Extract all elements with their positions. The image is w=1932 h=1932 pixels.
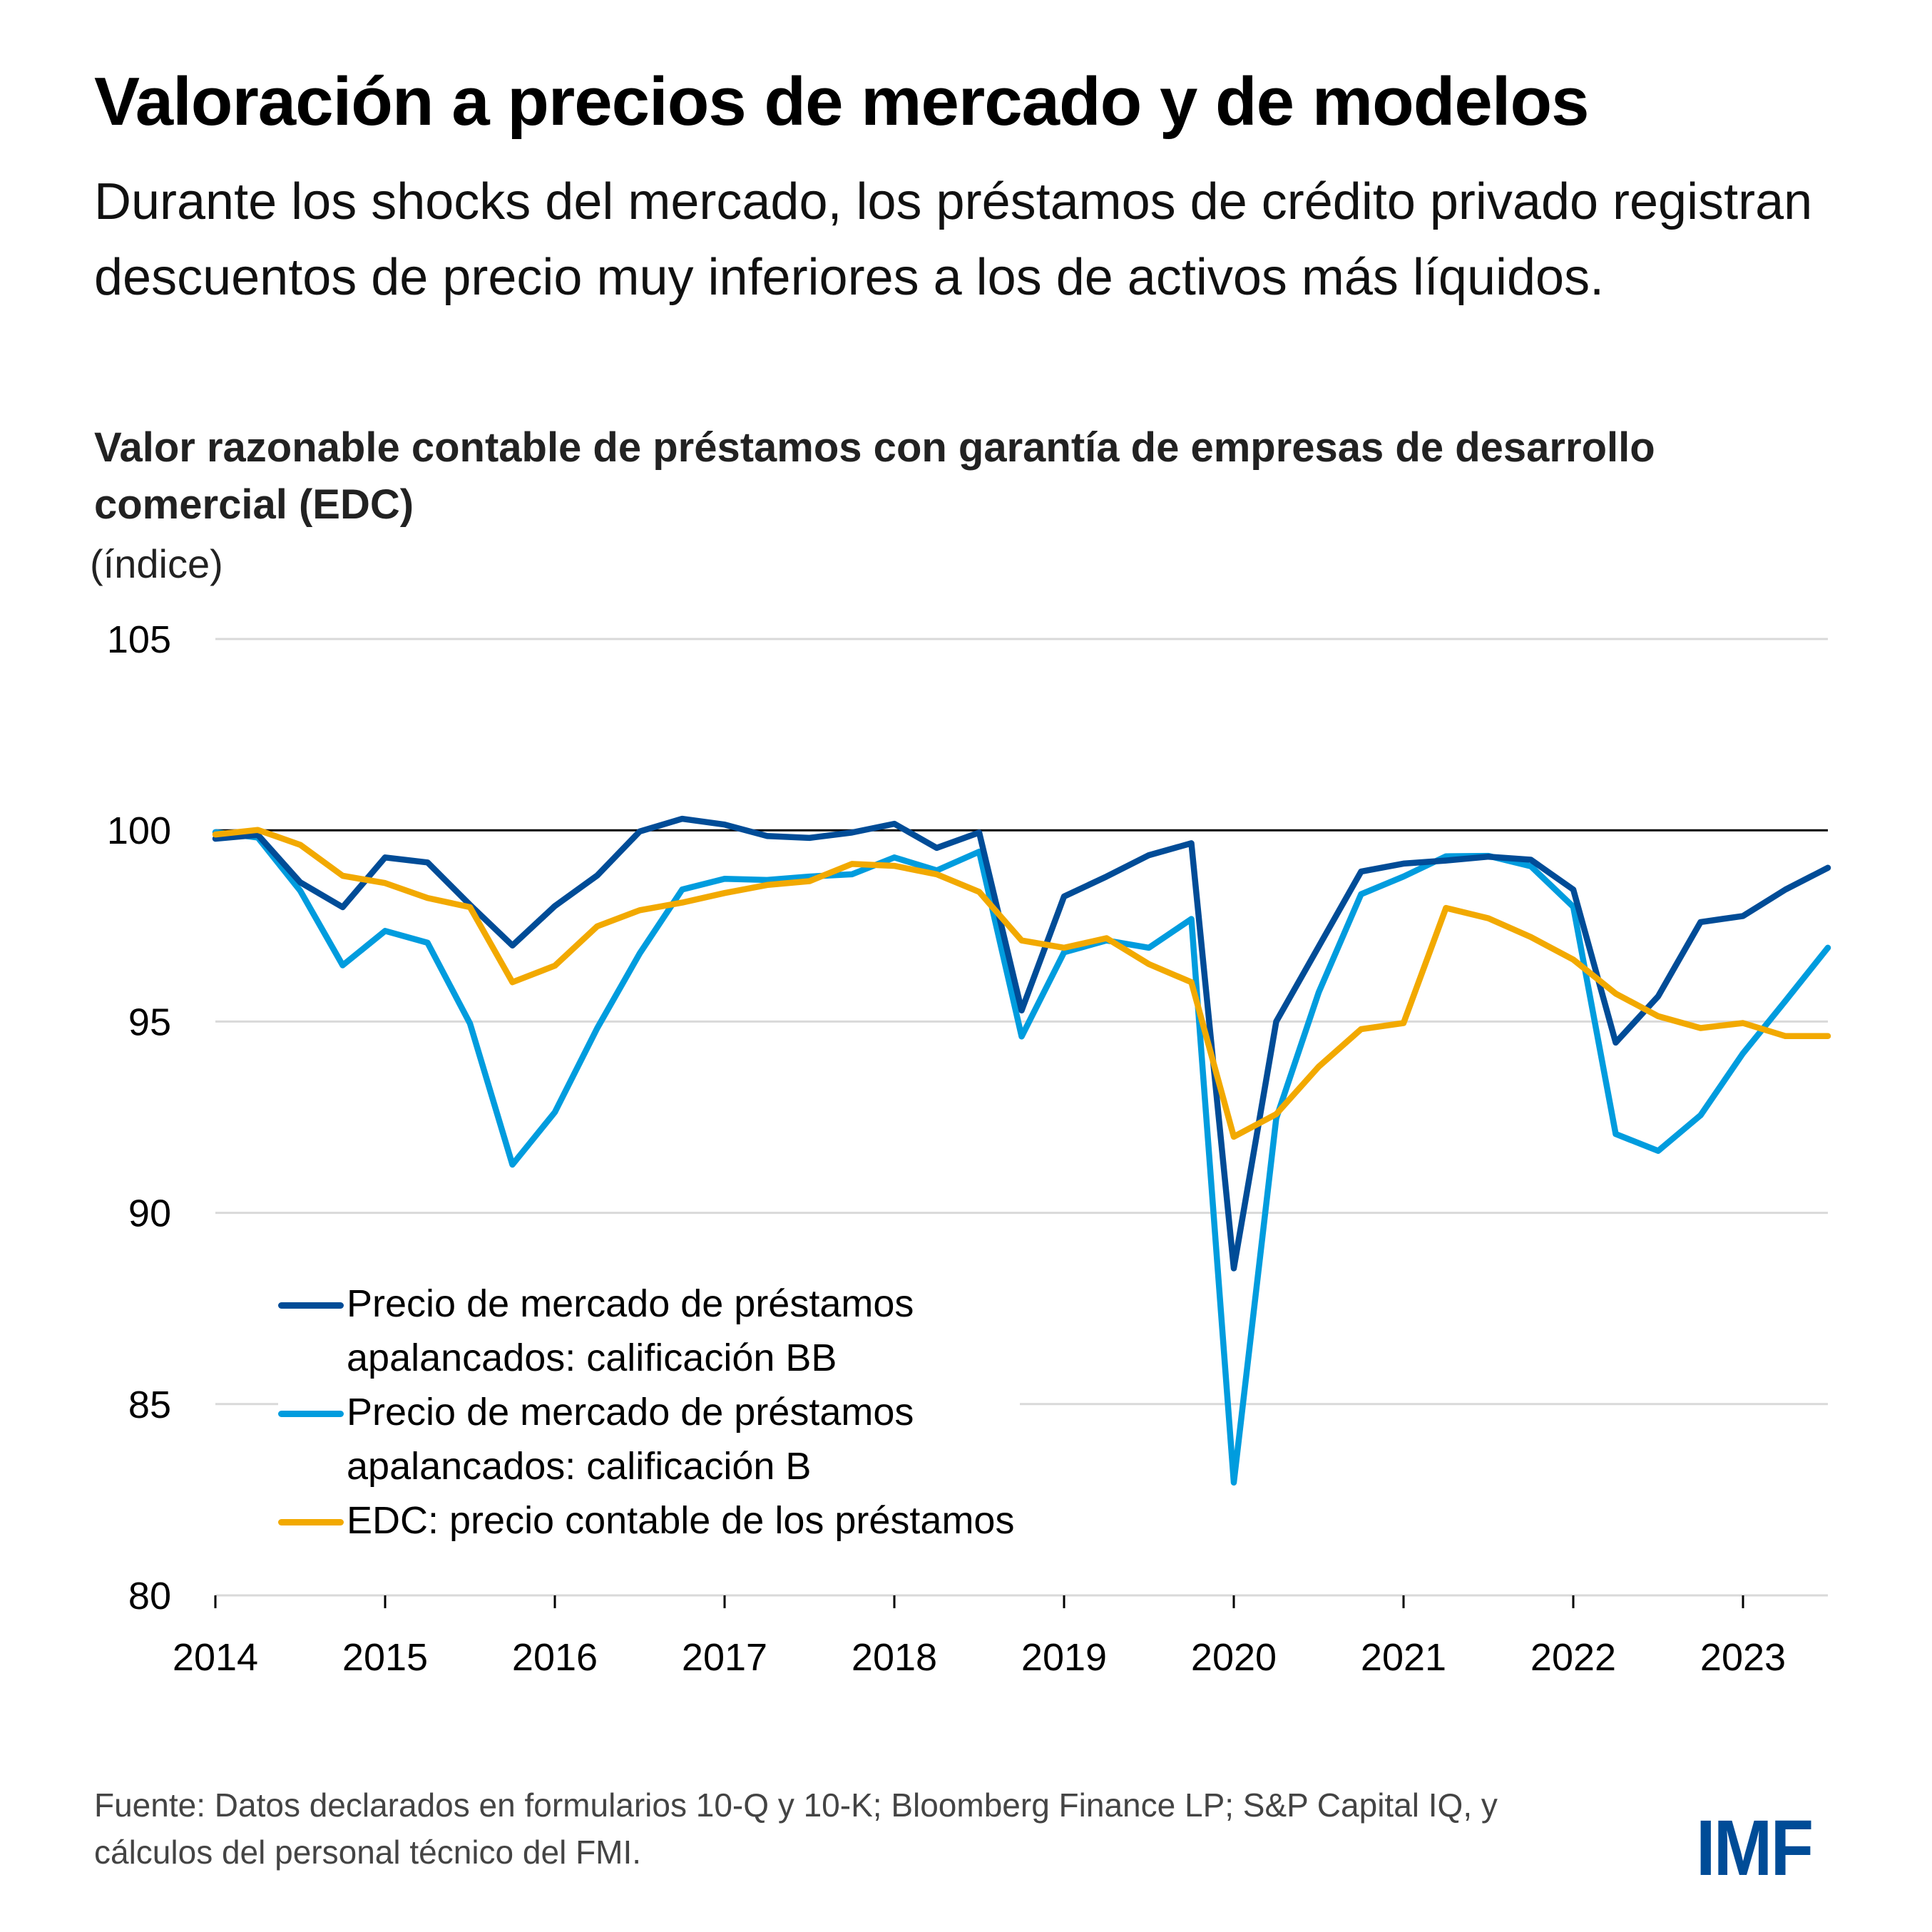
x-tick-label: 2022 <box>1530 1636 1616 1679</box>
legend-item-b[interactable]: Precio de mercado de préstamos apalancad… <box>278 1385 1014 1493</box>
x-axis: 2014 2015 2016 2017 2018 2019 2020 2021 2022 2023 <box>173 1595 1786 1679</box>
series-line-edc <box>212 827 1831 1140</box>
x-tick-label: 2018 <box>852 1636 937 1679</box>
imf-logo: IMF <box>1696 1804 1814 1892</box>
x-tick-label: 2021 <box>1361 1636 1446 1679</box>
x-tick-label: 2020 <box>1191 1636 1277 1679</box>
x-tick-label: 2017 <box>682 1636 767 1679</box>
legend-item-edc[interactable]: EDC: precio contable de los préstamos <box>278 1493 1014 1548</box>
legend-label-b: Precio de mercado de préstamos apalancad… <box>347 1391 914 1488</box>
x-tick-label: 2023 <box>1700 1636 1786 1679</box>
series-line-b <box>212 829 1831 1486</box>
x-tick-label: 2016 <box>512 1636 598 1679</box>
y-tick-label: 100 <box>107 809 171 852</box>
legend-label-edc: EDC: precio contable de los préstamos <box>347 1499 1015 1542</box>
y-axis: 105 100 95 90 85 80 <box>107 618 171 1617</box>
series-line-bb <box>212 815 1831 1272</box>
legend-swatch-bb <box>278 1302 344 1309</box>
legend-label-bb: Precio de mercado de préstamos apalancad… <box>347 1282 914 1379</box>
y-tick-label: 95 <box>128 1001 171 1043</box>
y-axis-unit-label: (índice) <box>90 541 223 586</box>
y-tick-label: 105 <box>107 618 171 661</box>
chart-title: Valor razonable contable de préstamos co… <box>94 424 1655 528</box>
x-tick-label: 2014 <box>173 1636 258 1679</box>
legend-swatch-edc <box>278 1519 344 1525</box>
legend-item-bb[interactable]: Precio de mercado de préstamos apalancad… <box>278 1277 1014 1385</box>
legend: Precio de mercado de préstamos apalancad… <box>278 1277 1021 1548</box>
x-tick-label: 2019 <box>1021 1636 1107 1679</box>
source-note: Fuente: Datos declarados en formularios … <box>94 1787 1498 1871</box>
y-tick-label: 80 <box>128 1575 171 1617</box>
y-tick-label: 85 <box>128 1384 171 1426</box>
x-tick-label: 2015 <box>342 1636 428 1679</box>
page-title: Valoración a precios de mercado y de mod… <box>94 63 1589 140</box>
page-subtitle: Durante los shocks del mercado, los prés… <box>94 173 1813 306</box>
series-lines <box>212 815 1831 1486</box>
y-tick-label: 90 <box>128 1192 171 1235</box>
legend-swatch-b <box>278 1411 344 1417</box>
